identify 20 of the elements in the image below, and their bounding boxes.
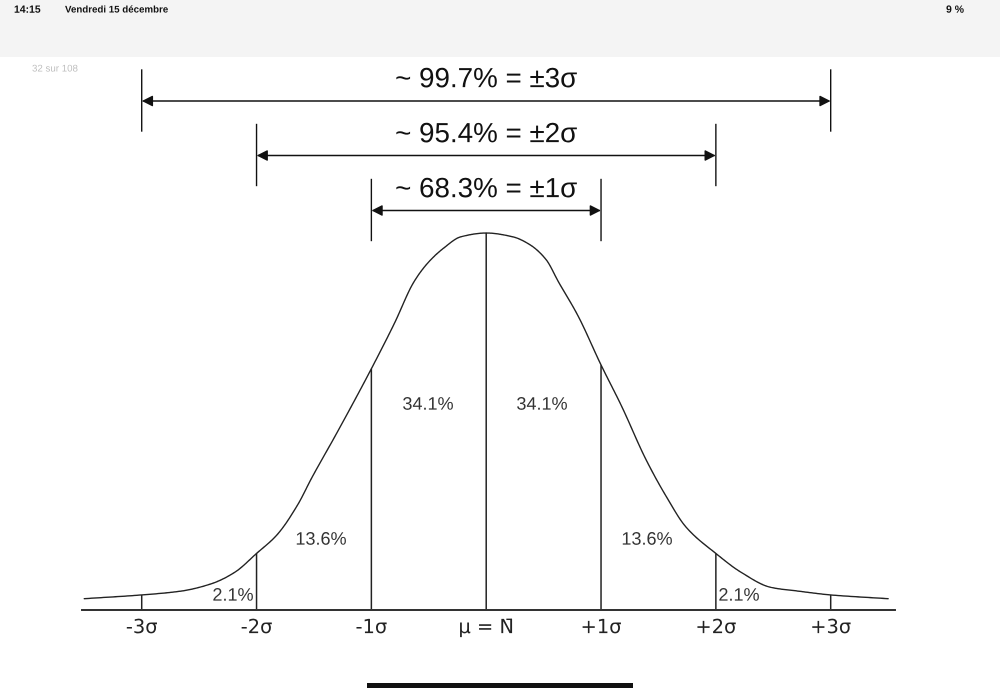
annotation: 34.1% bbox=[517, 397, 567, 410]
x-tick-label: -2σ bbox=[242, 618, 272, 634]
x-tick-label: μ = N̄ bbox=[460, 618, 512, 638]
x-tick-label: -3σ bbox=[126, 618, 157, 634]
text: ~ 68.3% = ±1σ bbox=[396, 178, 577, 198]
text: ~ 99.7% = ±3σ bbox=[396, 68, 577, 88]
x-tick-label: -1σ bbox=[356, 618, 387, 634]
text: 32 sur 108 bbox=[32, 64, 78, 72]
x-tick-label: +3σ bbox=[812, 618, 851, 634]
annotation: 2.1% bbox=[213, 588, 253, 601]
annotation: 13.6% bbox=[296, 532, 346, 545]
text: 14:15 bbox=[14, 6, 40, 13]
text: Vendredi 15 décembre bbox=[65, 5, 168, 13]
annotation: 34.1% bbox=[403, 397, 453, 410]
x-tick-label: +1σ bbox=[582, 618, 621, 634]
text: ~ 95.4% = ±2σ bbox=[396, 122, 577, 142]
annotation: 13.6% bbox=[622, 532, 672, 545]
annotation: 2.1% bbox=[719, 588, 759, 601]
text: 9 % bbox=[946, 5, 964, 13]
x-tick-label: +2σ bbox=[697, 618, 736, 634]
